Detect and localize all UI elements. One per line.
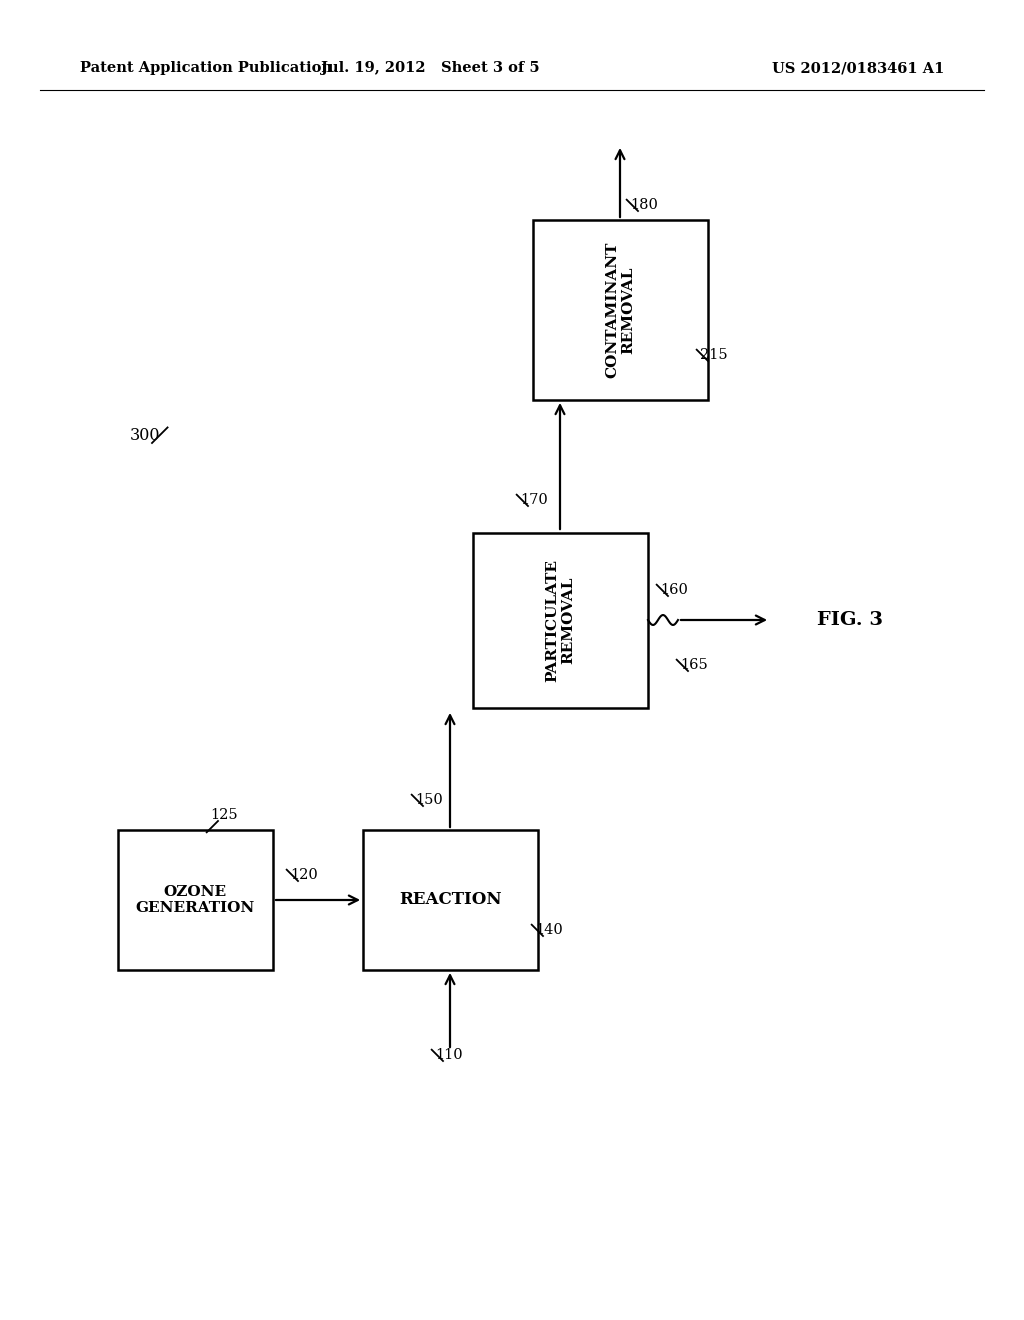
Bar xyxy=(532,220,708,400)
Text: 180: 180 xyxy=(630,198,657,213)
Bar xyxy=(118,830,272,970)
Text: REACTION: REACTION xyxy=(398,891,502,908)
Text: 150: 150 xyxy=(415,793,442,807)
Text: 110: 110 xyxy=(435,1048,463,1063)
Text: 165: 165 xyxy=(680,657,708,672)
Text: 160: 160 xyxy=(660,583,688,597)
Text: Jul. 19, 2012   Sheet 3 of 5: Jul. 19, 2012 Sheet 3 of 5 xyxy=(321,61,540,75)
Text: 140: 140 xyxy=(535,923,563,937)
Text: 170: 170 xyxy=(520,492,548,507)
Text: US 2012/0183461 A1: US 2012/0183461 A1 xyxy=(772,61,944,75)
Bar xyxy=(472,532,647,708)
Text: OZONE
GENERATION: OZONE GENERATION xyxy=(135,884,255,915)
Text: 215: 215 xyxy=(700,348,728,362)
Text: 120: 120 xyxy=(290,869,317,882)
Text: 300: 300 xyxy=(130,426,161,444)
Text: Patent Application Publication: Patent Application Publication xyxy=(80,61,332,75)
Text: 125: 125 xyxy=(210,808,238,822)
Bar xyxy=(362,830,538,970)
Text: FIG. 3: FIG. 3 xyxy=(817,611,883,630)
Text: CONTAMINANT
REMOVAL: CONTAMINANT REMOVAL xyxy=(605,242,635,379)
Text: PARTICULATE
REMOVAL: PARTICULATE REMOVAL xyxy=(545,558,575,681)
